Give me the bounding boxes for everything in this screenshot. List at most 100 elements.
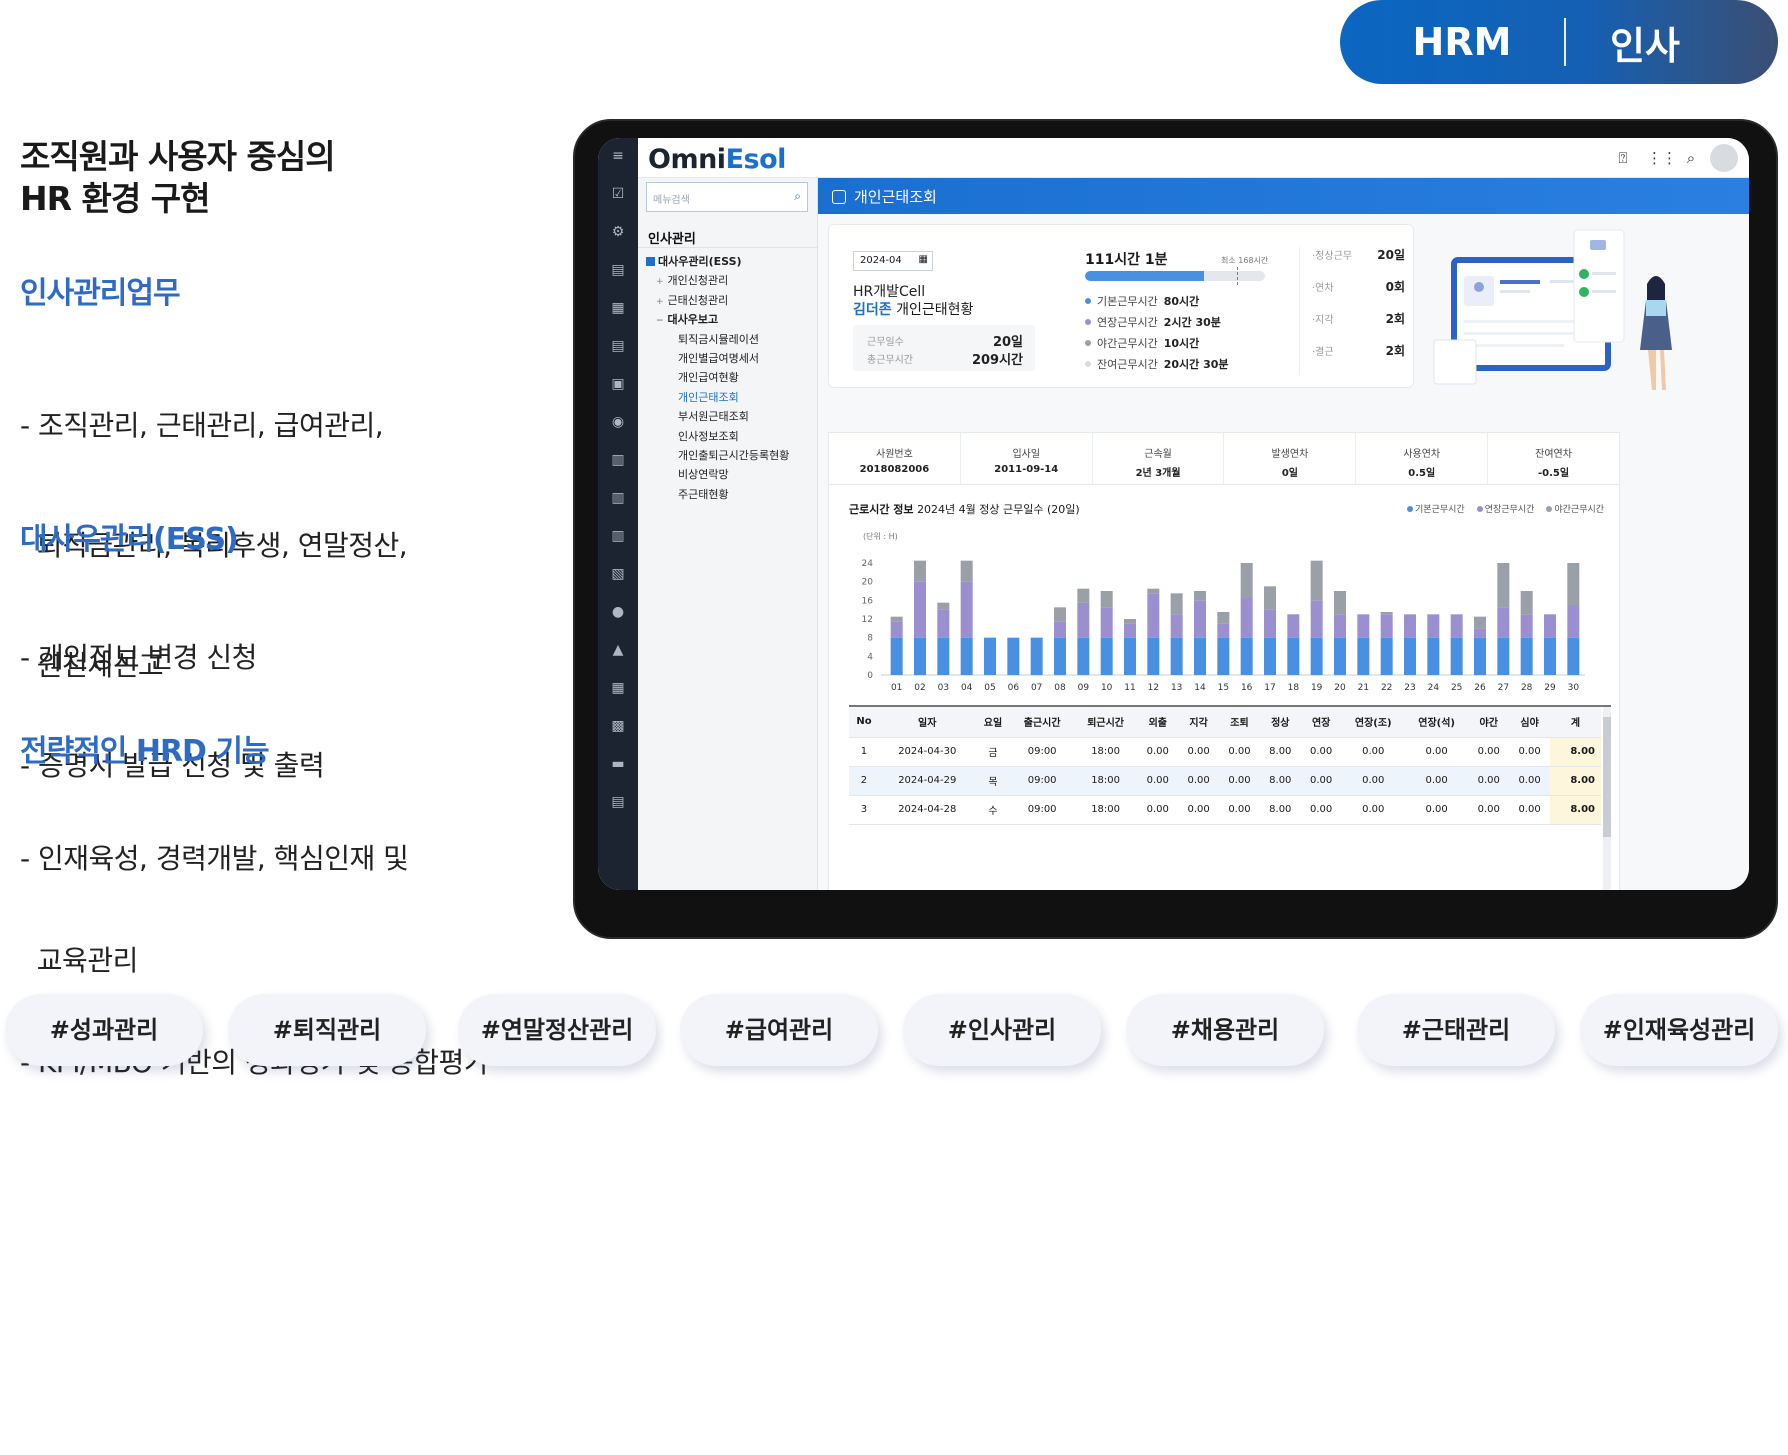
briefcase-icon[interactable]: ▬ <box>611 756 625 772</box>
stat-label: ·정상근무 <box>1312 251 1352 262</box>
tag-performance[interactable]: #성과관리 <box>5 994 203 1066</box>
help-icon[interactable]: ⍰ <box>1618 149 1628 167</box>
column-header[interactable]: No <box>849 707 879 738</box>
column-header[interactable]: 정상 <box>1259 707 1301 738</box>
menu-search-input[interactable]: 메뉴검색 ⌕ <box>646 182 808 212</box>
desc-line: 퇴직금관리, 복리후생, 연말정산, <box>20 529 408 562</box>
bar-segment-basic <box>1310 637 1323 675</box>
tag-payroll[interactable]: #급여관리 <box>680 994 878 1066</box>
column-header[interactable]: 연장 <box>1300 707 1342 738</box>
column-header[interactable]: 야간 <box>1468 707 1510 738</box>
bar-segment-overtime <box>1194 600 1206 638</box>
x-tick-label: 26 <box>1474 683 1486 693</box>
calendar-icon[interactable]: ▦ <box>918 254 928 265</box>
table-body: 1 2024-04-30 금 09:00 18:00 0.00 0.00 0.00 8.00 0.… <box>849 737 1601 825</box>
apps-grid-icon[interactable]: ⋮⋮ <box>1647 149 1677 167</box>
bullet-icon <box>1085 340 1091 346</box>
menu-item[interactable]: 개인급여현황 <box>678 368 739 387</box>
tag-recruitment[interactable]: #채용관리 <box>1126 994 1324 1066</box>
column-header[interactable]: 일자 <box>878 707 976 738</box>
bullet-icon <box>1085 298 1091 304</box>
checklist-icon[interactable]: ☑ <box>611 186 625 202</box>
hamburger-menu-icon[interactable]: ≡ <box>612 148 624 164</box>
x-tick-label: 16 <box>1241 683 1253 693</box>
menu-item[interactable]: 개인근태조회 <box>678 388 739 407</box>
menu-item-label: 비상연락망 <box>678 468 729 482</box>
tag-year-end-tax[interactable]: #연말정산관리 <box>458 994 656 1066</box>
headline-line-1: 조직원과 사용자 중심의 <box>20 137 336 176</box>
column-header[interactable]: 계 <box>1550 707 1601 738</box>
column-header[interactable]: 외출 <box>1137 707 1179 738</box>
table-row[interactable]: 1 2024-04-30 금 09:00 18:00 0.00 0.00 0.00 8.00 0.… <box>849 737 1601 767</box>
breakdown-value: 80시간 <box>1163 295 1200 308</box>
month-picker[interactable]: 2024-04 ▦ <box>853 251 933 271</box>
buildings-icon[interactable]: ▥ <box>611 490 625 506</box>
tag-retirement[interactable]: #퇴직관리 <box>228 994 426 1066</box>
bar-segment-overtime <box>1240 598 1253 638</box>
gear-icon[interactable]: ⚙ <box>611 224 625 240</box>
menu-item[interactable]: + 개인신청관리 <box>656 271 728 290</box>
scrollbar-thumb[interactable] <box>1603 717 1611 837</box>
column-header[interactable]: 조퇴 <box>1219 707 1260 738</box>
bar-segment-basic <box>1054 637 1066 675</box>
boxes-icon[interactable]: ▣ <box>611 376 625 392</box>
column-header[interactable]: 지각 <box>1178 707 1220 738</box>
building-icon[interactable]: ▥ <box>611 452 625 468</box>
menu-item[interactable]: 부서원근태조회 <box>678 407 749 426</box>
info-value: 0일 <box>1281 468 1298 479</box>
gift-icon[interactable]: ▦ <box>611 680 625 696</box>
menu-item[interactable]: 개인출퇴근시간등록현황 <box>678 446 789 465</box>
tag-personnel[interactable]: #인사관리 <box>903 994 1101 1066</box>
app-logo[interactable]: OmniEsol <box>648 144 786 175</box>
menu-item[interactable]: 대사우관리(ESS) <box>646 252 742 271</box>
chart-unit-label: (단위 : H) <box>863 532 898 541</box>
calculator-icon[interactable]: ▦ <box>611 300 625 316</box>
menu-item[interactable]: 인사정보조회 <box>678 427 739 446</box>
money-bag-icon[interactable]: ◉ <box>611 414 625 430</box>
app-screen: ≡ ☑ ⚙ ▤ ▦ ▤ ▣ ◉ ▥ ▥ ▥ ▧ ● ▲ ▦ ▩ ▬ ▤ Omni… <box>598 138 1749 890</box>
column-header[interactable]: 퇴근시간 <box>1073 707 1138 738</box>
cubes-icon[interactable]: ▩ <box>611 718 625 734</box>
building-settings-icon[interactable]: ▤ <box>611 794 625 810</box>
menu-item[interactable]: + 근태신청관리 <box>656 291 728 310</box>
building-settings-icon[interactable]: ▤ <box>611 262 625 278</box>
collapse-icon[interactable]: − <box>656 316 664 327</box>
table-cell: 금 <box>975 737 1011 767</box>
expand-icon[interactable]: + <box>656 296 664 307</box>
stat-value: 2회 <box>1385 312 1405 326</box>
table-cell: 1 <box>849 737 879 767</box>
column-header[interactable]: 연장(석) <box>1404 707 1469 738</box>
search-icon[interactable]: ⌕ <box>794 189 801 203</box>
checkbox-icon[interactable] <box>646 257 655 266</box>
column-header[interactable]: 요일 <box>975 707 1011 738</box>
legend-dot <box>1476 506 1483 512</box>
hrm-badge: HRM 인사 <box>1340 0 1778 84</box>
search-icon[interactable]: ⌕ <box>1686 149 1696 167</box>
bar-segment-overtime <box>1170 614 1183 638</box>
table-row[interactable]: 3 2024-04-28 수 09:00 18:00 0.00 0.00 0.00 8.00 0.… <box>849 795 1601 825</box>
menu-item[interactable]: 퇴직금시뮬레이션 <box>678 330 759 349</box>
avatar[interactable] <box>1710 144 1738 172</box>
bar-segment-overtime <box>960 581 973 638</box>
menu-item[interactable]: 개인별급여명세서 <box>678 349 759 368</box>
menu-item[interactable]: 주근태현황 <box>678 485 729 504</box>
table-row[interactable]: 2 2024-04-29 목 09:00 18:00 0.00 0.00 0.00 8.00 0.… <box>849 766 1601 796</box>
tag-talent-development[interactable]: #인재육성관리 <box>1580 994 1778 1066</box>
column-header[interactable]: 출근시간 <box>1010 707 1074 738</box>
expand-icon[interactable]: + <box>656 277 664 288</box>
menu-item[interactable]: − 대사우보고 <box>656 310 718 329</box>
bar-segment-basic <box>984 637 996 675</box>
calculator-doc-icon[interactable]: ▧ <box>611 566 625 582</box>
tag-attendance[interactable]: #근태관리 <box>1357 994 1555 1066</box>
summary-card: 2024-04 ▦ HR개발Cell 김더존 개인근태현황 근무일수 20일 총… <box>828 224 1414 388</box>
column-header[interactable]: 심야 <box>1509 707 1550 738</box>
factory-icon[interactable]: ▲ <box>612 642 624 658</box>
person-icon[interactable]: ● <box>611 604 625 620</box>
table-scrollbar[interactable] <box>1603 707 1611 890</box>
document-settings-icon[interactable]: ▤ <box>611 338 625 354</box>
building-chart-icon[interactable]: ▥ <box>611 528 625 544</box>
menu-item[interactable]: 비상연락망 <box>678 465 729 484</box>
info-value: 2018082006 <box>859 464 930 475</box>
menu-item-label: 퇴직금시뮬레이션 <box>678 332 759 346</box>
column-header[interactable]: 연장(조) <box>1341 707 1405 738</box>
